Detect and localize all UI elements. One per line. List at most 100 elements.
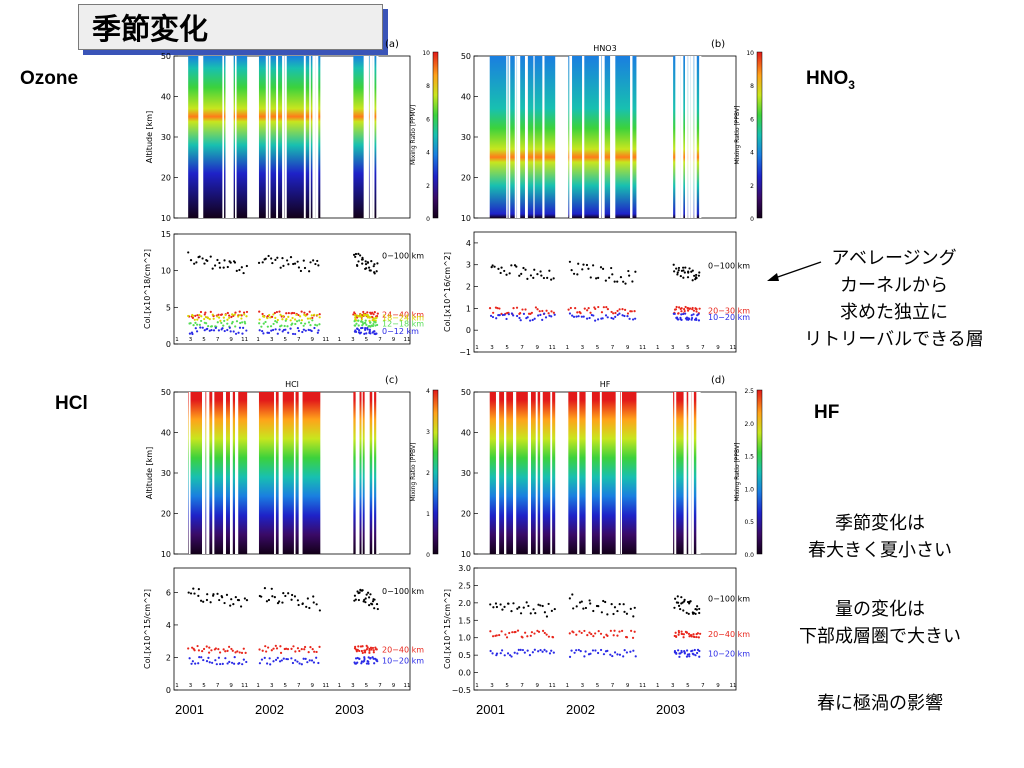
scatter-point bbox=[494, 602, 498, 605]
scatter-point bbox=[582, 263, 585, 266]
scatter-point bbox=[360, 315, 364, 318]
data-gap bbox=[550, 392, 553, 554]
scatter-point bbox=[296, 326, 300, 330]
scatter-point bbox=[223, 329, 226, 333]
x-tick-label: 7 bbox=[216, 683, 220, 689]
scatter-point bbox=[592, 609, 595, 613]
scatter-point bbox=[592, 314, 595, 317]
x-tick-label: 3 bbox=[581, 345, 585, 351]
scatter-point bbox=[198, 656, 201, 659]
data-gap bbox=[356, 392, 360, 554]
data-gap bbox=[533, 56, 535, 218]
scatter-point bbox=[544, 316, 548, 319]
y-tick-label: 10 bbox=[161, 214, 171, 223]
scatter-point bbox=[281, 318, 284, 321]
scatter-point bbox=[294, 650, 297, 653]
scatter-point bbox=[270, 587, 273, 590]
scatter-point bbox=[318, 316, 321, 319]
scatter-point bbox=[677, 649, 680, 652]
scatter-point bbox=[513, 264, 517, 267]
scatter-point bbox=[683, 309, 686, 313]
scatter-point bbox=[296, 260, 299, 263]
scatter-point bbox=[500, 630, 503, 633]
scatter-point bbox=[287, 263, 290, 266]
y-tick-label: 6 bbox=[166, 588, 171, 597]
y-tick-label: 0.0 bbox=[458, 669, 471, 678]
scatter-point bbox=[217, 648, 220, 651]
scatter-point bbox=[501, 608, 504, 611]
scatter-point bbox=[189, 322, 192, 325]
x-tick-label: 3 bbox=[671, 345, 675, 351]
scatter-point bbox=[357, 598, 360, 602]
scatter-point bbox=[224, 313, 227, 317]
scatter-point bbox=[677, 266, 681, 270]
scatter-point bbox=[538, 310, 541, 313]
scatter-point bbox=[526, 649, 529, 652]
scatter-point bbox=[273, 596, 276, 599]
scatter-point bbox=[207, 324, 210, 328]
scatter-point bbox=[548, 314, 551, 317]
scatter-point bbox=[376, 660, 379, 663]
scatter-point bbox=[510, 610, 513, 613]
x-tick-label: 7 bbox=[701, 683, 705, 689]
scatter-point bbox=[293, 595, 297, 598]
scatter-point bbox=[218, 261, 221, 265]
scatter-point bbox=[193, 649, 196, 652]
scatter-point bbox=[680, 630, 683, 633]
y-tick-label: 20 bbox=[161, 174, 171, 183]
scatter-point bbox=[696, 632, 699, 635]
scatter-point bbox=[230, 647, 233, 651]
scatter-point bbox=[291, 316, 294, 320]
colorbar-tick-label: 1.5 bbox=[744, 454, 754, 461]
data-gap bbox=[620, 392, 622, 554]
scatter-point bbox=[363, 651, 367, 654]
scatter-point bbox=[234, 311, 237, 314]
scatter-point bbox=[198, 255, 201, 258]
scatter-point bbox=[373, 263, 376, 266]
scatter-point bbox=[626, 315, 629, 318]
y-tick-label: 50 bbox=[161, 388, 171, 397]
scatter-point bbox=[226, 318, 229, 321]
scatter-point bbox=[628, 274, 631, 277]
scatter-point bbox=[367, 662, 370, 665]
x-tick-label: 7 bbox=[611, 683, 615, 689]
scatter-point bbox=[211, 267, 214, 270]
scatter-point bbox=[618, 308, 621, 311]
scatter-point bbox=[576, 311, 579, 314]
scatter-point bbox=[690, 316, 694, 320]
scatter-point bbox=[374, 319, 377, 322]
x-tick-label: 9 bbox=[229, 337, 233, 343]
scatter-point bbox=[522, 312, 526, 315]
scatter-point bbox=[682, 633, 686, 636]
scatter-point bbox=[354, 324, 357, 327]
data-gap bbox=[504, 392, 507, 554]
scatter-point bbox=[364, 319, 367, 322]
scatter-point bbox=[697, 636, 700, 639]
scatter-point bbox=[596, 318, 600, 321]
scatter-point bbox=[266, 316, 269, 320]
scatter-point bbox=[373, 598, 376, 601]
x-tick-label: 11 bbox=[404, 337, 411, 343]
scatter-point bbox=[682, 636, 685, 639]
scatter-point bbox=[492, 606, 495, 609]
scatter-point bbox=[695, 635, 698, 639]
scatter-point bbox=[226, 311, 229, 315]
scatter-point bbox=[281, 257, 284, 260]
scatter-point bbox=[366, 311, 369, 314]
scatter-point bbox=[192, 587, 195, 590]
scatter-point bbox=[285, 312, 288, 315]
scatter-point bbox=[274, 644, 277, 647]
scatter-point bbox=[606, 308, 609, 311]
data-gap bbox=[198, 56, 202, 218]
scatter-point bbox=[376, 607, 379, 611]
scatter-point bbox=[673, 312, 676, 315]
scatter-point bbox=[376, 312, 379, 315]
series-label: 20−40 km bbox=[708, 630, 750, 639]
scatter-point bbox=[194, 662, 197, 665]
x-tick-label: 11 bbox=[730, 345, 737, 351]
scatter-point bbox=[357, 260, 360, 263]
scatter-point bbox=[195, 330, 199, 333]
scatter-point bbox=[269, 663, 272, 666]
scatter-point bbox=[198, 313, 201, 317]
scatter-point bbox=[553, 313, 556, 316]
